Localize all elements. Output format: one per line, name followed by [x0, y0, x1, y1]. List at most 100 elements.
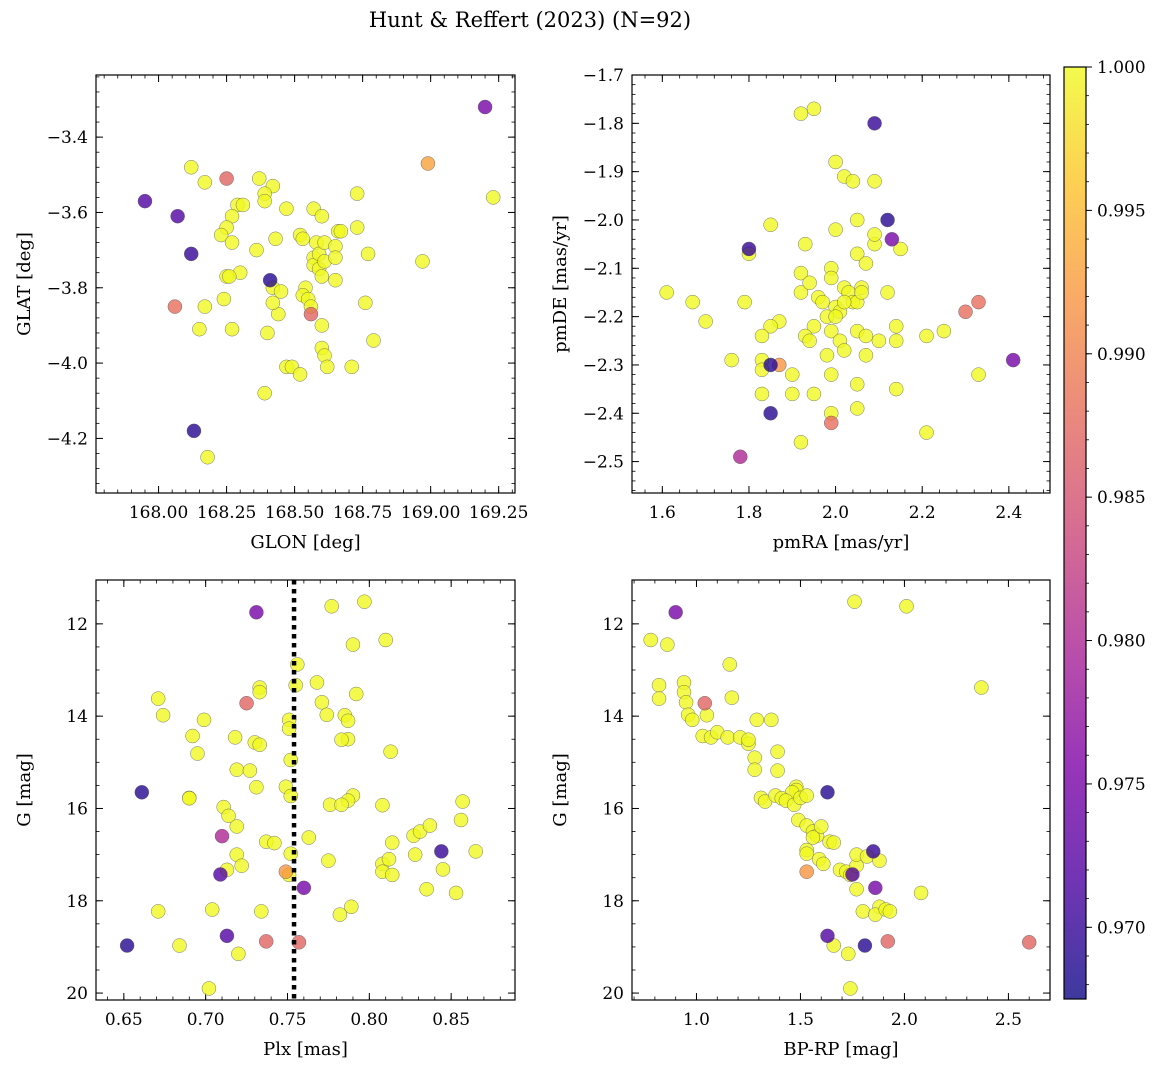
data-point	[453, 812, 469, 828]
data-point	[837, 294, 852, 310]
y-tick-label: −4.0	[47, 354, 88, 374]
data-point	[884, 232, 900, 247]
data-point	[249, 780, 264, 795]
data-point	[763, 406, 778, 421]
data-point	[167, 299, 183, 314]
x-axis-label: BP-RP [mag]	[783, 1039, 898, 1060]
data-point	[345, 637, 361, 652]
x-tick-label: 2.0	[822, 503, 849, 523]
data-point	[448, 885, 464, 901]
data-point	[229, 819, 244, 834]
y-tick-label: 16	[66, 799, 88, 819]
figure-title: Hunt & Reffert (2023) (N=92)	[369, 8, 691, 32]
data-point	[824, 270, 839, 286]
data-point	[919, 328, 934, 344]
data-point	[196, 712, 212, 728]
data-point	[229, 762, 244, 777]
data-point	[319, 707, 334, 722]
data-point	[866, 844, 881, 859]
data-point	[134, 785, 150, 800]
data-point	[214, 828, 230, 844]
data-point	[259, 934, 274, 949]
data-point	[651, 678, 667, 693]
data-point	[698, 314, 713, 329]
data-point	[802, 333, 817, 348]
data-point	[850, 377, 865, 392]
colorbar: 0.970 0.975 0.980 0.985 0.990 0.995 1.000	[1063, 58, 1146, 1000]
data-point	[850, 246, 865, 261]
y-tick-label: 20	[602, 984, 624, 1004]
y-tick-label: −2.0	[583, 211, 624, 231]
data-point	[919, 425, 934, 440]
data-point	[477, 99, 493, 115]
y-tick-label: 12	[66, 615, 88, 635]
data-point	[845, 174, 861, 189]
data-point	[137, 193, 153, 209]
data-point	[793, 435, 809, 450]
data-point	[697, 696, 712, 711]
data-point	[867, 227, 882, 242]
data-point	[899, 599, 914, 614]
y-tick-label: −2.3	[583, 356, 624, 376]
x-tick-label: 0.80	[350, 1010, 388, 1030]
data-point	[254, 904, 269, 919]
data-point	[328, 273, 343, 288]
data-point	[764, 712, 779, 728]
data-point	[435, 862, 451, 877]
y-tick-label: −2.1	[583, 259, 624, 279]
data-point	[974, 680, 989, 695]
y-tick-label: −4.2	[47, 429, 88, 449]
x-tick-label: 2.4	[995, 503, 1022, 523]
x-tick-label: 168.75	[333, 503, 392, 523]
data-point	[358, 295, 373, 311]
data-point	[486, 190, 501, 205]
data-point	[422, 818, 438, 833]
data-point	[854, 285, 869, 300]
x-axis-label: pmRA [mas/yr]	[773, 532, 910, 553]
data-point	[182, 791, 197, 806]
data-point	[205, 902, 220, 917]
data-point	[880, 934, 895, 949]
y-tick-label: −1.9	[583, 163, 624, 183]
data-point	[889, 319, 904, 334]
data-point	[235, 197, 251, 213]
data-point	[882, 904, 898, 919]
data-point	[889, 381, 904, 397]
data-point	[197, 299, 213, 314]
y-tick-label: −1.7	[583, 66, 624, 86]
data-point	[344, 899, 359, 914]
colorbar-tick-label: 0.995	[1097, 201, 1146, 221]
data-point	[155, 708, 171, 723]
data-point	[333, 224, 349, 239]
data-point	[889, 333, 904, 348]
data-point	[192, 321, 207, 337]
data-point	[295, 231, 310, 247]
data-point	[252, 171, 267, 186]
data-point	[309, 675, 325, 690]
data-point	[328, 250, 343, 265]
data-point	[643, 632, 658, 648]
data-point	[724, 352, 739, 368]
data-point	[668, 605, 683, 620]
data-point	[754, 386, 770, 402]
data-point	[224, 321, 240, 337]
data-point	[385, 867, 400, 883]
x-tick-label: 1.6	[649, 503, 676, 523]
data-point	[845, 867, 860, 882]
data-point	[292, 367, 308, 382]
data-point	[468, 844, 483, 859]
x-tick-label: 168.25	[197, 503, 256, 523]
data-point	[880, 285, 895, 300]
y-tick-label: 14	[66, 707, 88, 727]
data-point	[184, 160, 199, 175]
data-point	[262, 273, 278, 288]
colorbar-tick-label: 1.000	[1097, 58, 1146, 78]
data-point	[826, 835, 841, 850]
data-point	[314, 269, 330, 284]
colorbar-ticks: 0.970 0.975 0.980 0.985 0.990 0.995 1.000	[1086, 58, 1146, 986]
data-point	[858, 348, 874, 363]
data-point	[190, 746, 205, 761]
data-point	[385, 835, 400, 850]
axes-frame	[631, 579, 1051, 1001]
data-point	[793, 285, 809, 300]
